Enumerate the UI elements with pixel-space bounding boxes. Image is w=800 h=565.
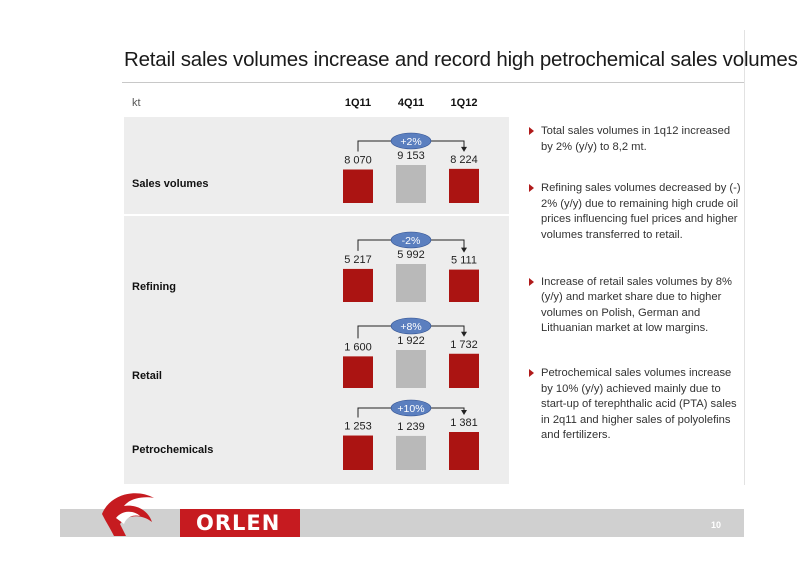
bar-3-q1-12 [449, 432, 479, 470]
label-sales-volumes: Sales volumes [132, 178, 209, 190]
bullet-retail: Increase of retail sales volumes by 8% (… [528, 275, 743, 337]
commentary-list: Total sales volumes in 1q12 increased by… [528, 124, 743, 444]
change-badge-2 [390, 317, 432, 335]
label-retail: Retail [132, 370, 162, 382]
footer-brand-block [180, 509, 300, 537]
change-badge-3 [390, 399, 432, 417]
change-arrowhead-0 [461, 146, 467, 152]
slide-title: Retail sales volumes increase and record… [124, 48, 798, 71]
bar-3-q4-11 [396, 435, 426, 470]
table-header: kt 1Q11 4Q11 1Q12 [124, 91, 509, 115]
value-label-0-q4-11: 9 153 [397, 150, 425, 162]
bar-0-q4-11 [396, 165, 426, 203]
change-label-3: +10% [397, 403, 424, 415]
column-header-1q12: 1Q12 [450, 97, 478, 109]
change-arrowhead-3 [461, 410, 467, 415]
bar-2-q1-12 [449, 353, 479, 388]
value-label-0-q1-11: 8 070 [344, 154, 372, 166]
value-label-1-q1-11: 5 217 [344, 254, 372, 266]
change-badge-1 [390, 231, 432, 249]
column-header-1q11: 1Q11 [344, 97, 372, 109]
label-petrochemicals: Petrochemicals [132, 444, 214, 456]
value-label-3-q4-11: 1 239 [397, 421, 425, 433]
value-label-2-q4-11: 1 922 [397, 335, 425, 347]
bar-1-q4-11 [396, 264, 426, 302]
value-label-2-q1-12: 1 732 [450, 339, 478, 351]
bullet-petrochemicals: Petrochemical sales volumes increase by … [528, 366, 743, 444]
bar-1-q1-11 [343, 268, 373, 302]
bullet-total-sales: Total sales volumes in 1q12 increased by… [528, 124, 743, 155]
sales-volumes-panel [124, 117, 509, 214]
change-label-1: -2% [402, 235, 421, 247]
value-label-3-q1-12: 1 381 [450, 417, 478, 429]
value-label-1-q1-12: 5 111 [451, 255, 477, 267]
bar-1-q1-12 [449, 269, 479, 302]
bar-0-q1-11 [343, 169, 373, 203]
value-label-1-q4-11: 5 992 [397, 249, 425, 261]
orlen-eagle-logo-icon [102, 493, 154, 536]
value-label-0-q1-12: 8 224 [450, 154, 478, 166]
change-label-2: +8% [400, 321, 421, 333]
right-divider [744, 30, 745, 485]
footer-band [60, 509, 744, 537]
bar-3-q1-11 [343, 435, 373, 470]
bar-0-q1-12 [449, 168, 479, 203]
value-label-2-q1-11: 1 600 [344, 341, 372, 353]
column-header-4q11: 4Q11 [397, 97, 425, 109]
bar-2-q4-11 [396, 350, 426, 388]
bar-2-q1-11 [343, 356, 373, 388]
label-refining: Refining [132, 281, 176, 293]
page-number: 10 [711, 520, 722, 530]
value-label-3-q1-11: 1 253 [344, 421, 372, 433]
change-arrowhead-2 [461, 331, 467, 337]
title-divider [122, 82, 745, 83]
bullet-refining: Refining sales volumes decreased by (-) … [528, 181, 743, 243]
change-arrowhead-1 [461, 247, 467, 253]
unit-label: kt [132, 97, 141, 109]
change-badge-0 [390, 132, 432, 150]
change-label-0: +2% [400, 136, 421, 148]
segments-panel [124, 216, 509, 484]
brand-wordmark: ORLEN [196, 511, 281, 535]
